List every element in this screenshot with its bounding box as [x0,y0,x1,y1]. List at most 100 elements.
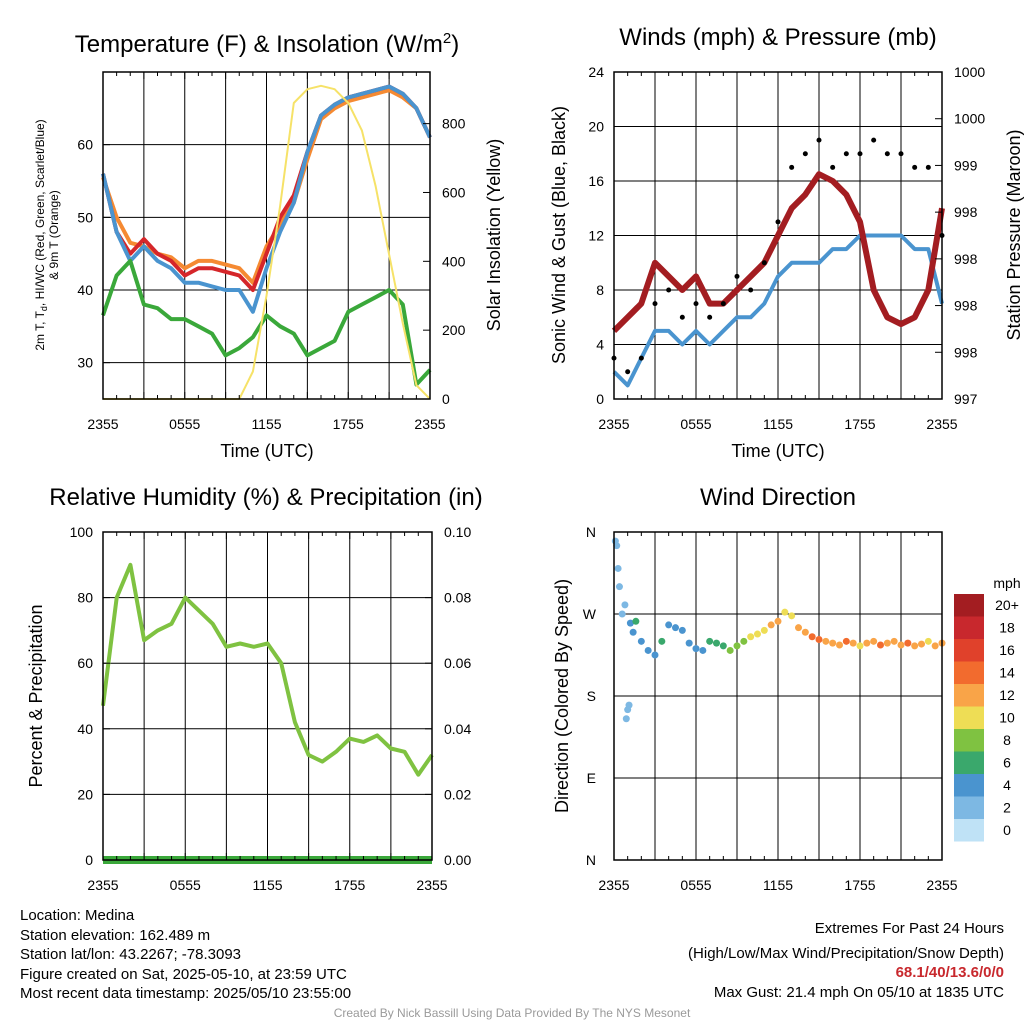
x-tick-label: 0555 [169,416,200,432]
gust-point [693,301,699,307]
y-tick-label: 0 [596,391,604,407]
direction-point [760,626,768,634]
x-tick-label: 0555 [680,416,711,432]
direction-point [615,583,623,591]
y2-tick-label: 1000 [954,111,985,127]
direction-point [740,637,748,645]
legend-label: 18 [999,620,1015,636]
y-tick-label: 60 [77,137,93,153]
direction-point [613,542,621,550]
direction-point [815,636,823,644]
temperature-series-line-2 [101,84,432,314]
y2-tick-label: 200 [442,322,466,338]
y2-tick-label: 0.00 [444,852,471,868]
direction-point [870,637,878,645]
legend-label: 10 [999,710,1015,726]
temperature-title: Temperature (F) & Insolation (W/m2) [75,30,459,58]
direction-point [644,646,652,654]
direction-point [883,639,891,647]
speed-legend: mph 20+ 18 16 14 12 10 8 6 4 2 0 [954,575,1021,842]
created-text: Figure created on Sat, 2025-05-10, at 23… [20,965,347,983]
y-tick-label: 30 [77,355,93,371]
latlon-text: Station lat/lon: 43.2267; -78.3093 [20,946,242,963]
direction-point [877,641,884,649]
direction-point [672,624,679,632]
legend-swatch [954,706,984,729]
direction-point [622,715,630,723]
y-tick-label: 100 [70,524,94,540]
y-tick-label: 24 [588,64,604,80]
y2-tick-label: 0.04 [444,721,471,737]
legend-swatch [954,661,984,684]
direction-point [904,639,912,647]
y2-tick-label: 0.02 [444,786,471,802]
winds-panel: Winds (mph) & Pressure (mb) 2355 0555 1155… [549,24,1024,461]
legend-label: 4 [1003,777,1011,793]
y2-tick-label: 0.08 [444,590,471,606]
direction-point [747,633,755,641]
direction-tick-label: N [586,524,596,540]
pressure-ylabel: Station Pressure (Maroon) [1004,129,1024,340]
legend-swatch [954,639,984,662]
y2-tick-label: 800 [442,116,466,132]
legend-swatch [954,751,984,774]
y2-tick-label: 998 [954,251,978,267]
direction-title: Wind Direction [700,484,856,511]
extremes-info: Extremes For Past 24 Hours (High/Low/Max… [688,919,1004,1002]
y-tick-label: 8 [596,282,604,298]
humidity-title: Relative Humidity (%) & Precipitation (i… [49,484,482,511]
y2-tick-label: 400 [442,253,466,269]
direction-point [678,626,686,634]
direction-point [924,637,932,645]
gust-point [707,314,713,320]
direction-point [626,619,634,627]
y-tick-label: 20 [588,119,604,135]
x-tick-label: 1155 [763,877,793,893]
direction-point [629,628,637,636]
legend-label: 6 [1003,755,1011,771]
x-tick-label: 2355 [598,877,629,893]
x-tick-label: 2355 [414,416,445,432]
direction-point [637,637,645,645]
gust-point [884,151,890,157]
direction-point [829,639,837,647]
x-tick-label: 1155 [763,416,793,432]
gust-point [761,260,767,266]
direction-point [665,621,673,629]
legend-label: 8 [1003,732,1011,748]
winds-ylabel: Sonic Wind & Gust (Blue, Black) [549,106,569,364]
y2-tick-label: 997 [954,391,978,407]
direction-point [808,633,816,641]
gust-point [652,301,658,307]
gust-point [666,287,672,293]
y-tick-label: 12 [588,228,604,244]
x-tick-label: 2355 [87,877,118,893]
direction-point [713,639,720,647]
elevation-text: Station elevation: 162.489 m [20,926,211,944]
humidity-ylabel: Percent & Precipitation [26,604,46,787]
temperature-panel: Temperature (F) & Insolation (W/m2) 2355… [33,30,504,461]
gust-point [638,355,644,361]
legend-swatch [954,684,984,707]
extremes-values: 68.1/40/13.6/0/0 [895,964,1004,981]
gust-point [802,151,808,157]
gust-point [843,151,849,157]
svg-text:2m T, Td, HI/WC (Red, Green, S: 2m T, Td, HI/WC (Red, Green, Scarlet/Blu… [33,119,49,350]
temperature-ylabel: 2m T, Td, HI/WC (Red, Green, Scarlet/Blu… [33,119,61,350]
y-tick-label: 50 [77,209,93,225]
y-tick-label: 60 [77,655,93,671]
direction-point [699,646,707,654]
humidity-panel: Relative Humidity (%) & Precipitation (i… [26,484,483,893]
x-tick-label: 0555 [170,877,201,893]
legend-label: 2 [1003,800,1011,816]
gust-point [775,219,781,225]
legend-swatch [954,774,984,797]
legend-label: 20+ [995,597,1019,613]
gust-point [925,164,931,170]
legend-title: mph [993,575,1020,591]
direction-point [801,628,809,636]
temperature-series-line-3 [101,258,432,387]
gust-point [748,287,754,293]
y2-tick-label: 999 [954,157,978,173]
